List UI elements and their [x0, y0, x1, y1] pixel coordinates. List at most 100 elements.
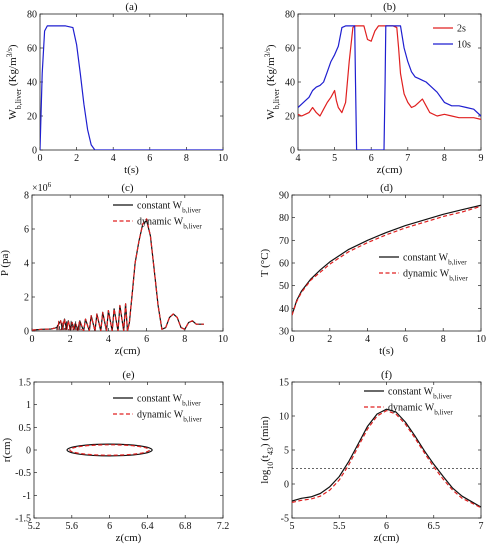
oscillation-mark: [77, 328, 79, 331]
x-tick-label: 4: [111, 153, 116, 164]
panel-label: (e): [122, 369, 135, 381]
plot-frame: [297, 13, 482, 151]
oscillation-mark: [78, 321, 80, 331]
legend-label: constant Wb,liver: [403, 253, 467, 267]
x-axis-label: t(s): [124, 164, 139, 176]
x-tick-label: 2: [68, 334, 73, 345]
y-tick-label: 2: [24, 293, 29, 304]
x-tick-label: 6: [384, 521, 389, 532]
series-10s-line: [298, 25, 481, 150]
panel-label: (b): [383, 1, 396, 13]
y-tick-label: -1: [23, 491, 31, 502]
y-tick-label: 20: [285, 112, 295, 123]
x-tick-label: 8: [442, 153, 447, 164]
series-constant-w-b-liver-ellipse: [66, 443, 153, 457]
x-tick-label: 5.6: [66, 521, 79, 532]
x-axis-label: t(s): [379, 345, 394, 357]
legend-label: constant Wb,liver: [137, 394, 201, 408]
y-tick-label: 0: [290, 146, 295, 157]
legend-label: constant Wb,liver: [388, 387, 452, 401]
y-axis-label: Wb,liver (Kg/m3/s): [5, 44, 23, 120]
oscillation-mark: [69, 325, 71, 331]
oscillation-mark: [63, 327, 65, 331]
oscillation-mark: [64, 327, 66, 331]
legend-label: 10s: [457, 40, 471, 51]
x-tick-label: 4: [296, 153, 301, 164]
series-group: [292, 408, 481, 509]
oscillation-mark: [61, 322, 63, 331]
panel-label: (f): [381, 369, 392, 381]
panel-b: 4 5 6 7 8 9 0 20 40 60 80 z(cm) Wb,liver (Kg/m3/s) (b…: [263, 1, 484, 176]
y-tick-label: 10: [279, 412, 289, 423]
y-tick-label: 60: [27, 44, 37, 55]
x-tick-label: 8: [184, 153, 189, 164]
oscillation-mark: [72, 328, 74, 331]
panel-c: 0 2 4 6 8 10 0 2 4 6 8 z(cm) P (pa) (c) ×106 constant W…: [0, 181, 228, 357]
x-axis-label: z(cm): [374, 532, 400, 544]
x-tick-label: 4: [365, 334, 370, 345]
oscillation-mark: [65, 321, 67, 331]
series-group: [292, 204, 481, 316]
x-tick-label: 6.4: [141, 521, 154, 532]
oscillation-mark: [58, 326, 61, 331]
y-tick-label: 0: [24, 327, 29, 338]
plot-frame: [31, 194, 224, 332]
series-dynamic-w-b-liver-line: [292, 410, 481, 509]
x-tick-label: 2: [74, 153, 79, 164]
plot-frame: [291, 194, 482, 332]
oscillation-mark: [71, 325, 73, 331]
series-dynamic-w-b-liver-ellipse: [69, 444, 150, 456]
x-tick-label: 4: [106, 334, 111, 345]
y-tick-label: 40: [27, 78, 37, 89]
y-tick-label: 80: [285, 10, 295, 21]
y-tick-label: -1.5: [15, 514, 31, 525]
oscillation-mark: [74, 321, 77, 331]
x-tick-label: 9: [479, 153, 484, 164]
x-tick-label: 7.2: [217, 521, 230, 532]
y-tick-label: 80: [279, 213, 289, 224]
x-tick-label: 6: [147, 153, 152, 164]
oscillation-mark: [73, 323, 75, 331]
y-tick-label: 40: [285, 78, 295, 89]
x-tick-label: 5.2: [28, 521, 41, 532]
y-tick-label: 80: [27, 10, 37, 21]
x-tick-label: 10: [218, 153, 228, 164]
panel-e: 5.2 5.6 6 6.4 6.8 7.2 -1.5 -1 -0.5 0 0.5 1 1.5 z(cm) r…: [1, 369, 229, 544]
oscillation-mark: [56, 325, 58, 331]
oscillation-mark: [59, 328, 62, 331]
y-axis-label: log10(t43) (min): [259, 416, 275, 484]
x-tick-label: 6: [107, 521, 112, 532]
series-group: [40, 25, 223, 150]
y-axis-label: P (pa): [0, 250, 11, 277]
y-tick-label: 40: [279, 304, 289, 315]
x-tick-label: 0: [30, 334, 35, 345]
oscillation-mark: [80, 328, 82, 331]
oscillation-mark: [57, 320, 59, 331]
panel-a: 0 2 4 6 8 10 0 20 40 60 80 t(s) Wb,liver (Kg/m3/s) (a…: [5, 1, 229, 176]
plot-frame: [39, 13, 224, 151]
panel-label: (c): [121, 182, 134, 194]
y-tick-label: 90: [279, 191, 289, 202]
series-2s-line: [298, 25, 481, 120]
series-group: [66, 443, 153, 457]
y-tick-label: 50: [279, 281, 289, 292]
y-tick-label: 60: [285, 44, 295, 55]
y-tick-label: 1.5: [19, 378, 32, 389]
panel-f: 5 5.5 6 6.5 7 -5 0 5 10 15 z(cm) log10(t43) (min) (f…: [259, 369, 484, 544]
y-tick-label: 5: [284, 446, 289, 457]
x-tick-label: 5.5: [333, 521, 346, 532]
y-tick-label: 15: [279, 378, 289, 389]
x-tick-label: 7: [479, 521, 484, 532]
x-axis-label: z(cm): [377, 164, 403, 176]
oscillation-mark: [75, 327, 78, 331]
y-tick-label: 70: [279, 236, 289, 247]
panel-label: (a): [125, 1, 138, 13]
x-tick-label: 7: [405, 153, 410, 164]
x-tick-label: 6: [403, 334, 408, 345]
series-constant-w-b-liver-line: [292, 408, 481, 508]
panel-label: (d): [380, 182, 393, 194]
legend-label: constant Wb,liver: [137, 201, 201, 215]
plot-frame: [291, 381, 482, 519]
x-axis-label: z(cm): [116, 532, 142, 544]
